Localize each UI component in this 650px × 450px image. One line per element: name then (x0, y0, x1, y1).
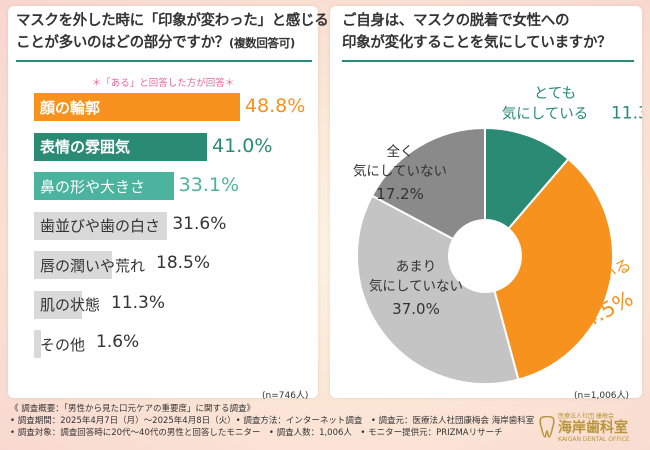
bar-2: 表情の雰囲気 (34, 132, 208, 161)
donut-value-label: 37.0% (392, 300, 440, 318)
bar-category-label: 唇の潤いや荒れ (40, 256, 146, 275)
tooth-icon (539, 416, 555, 438)
donut-slice-2 (493, 157, 614, 381)
bar-value-label: 11.3% (111, 292, 166, 313)
bar-category-label: 鼻の形や大きさ (40, 177, 146, 196)
donut-category-label: あまり (396, 259, 437, 275)
right-panel: ご自身は、マスクの脱着で女性への 印象が変化することを気にしていますか？ とても… (330, 6, 642, 401)
bar-5: 唇の潤いや荒れ (34, 251, 145, 279)
survey-footer: 《 調査概要：「男性から見た口元ケアの重要度」に関する調査》 • 調査期間：20… (10, 403, 534, 439)
left-question-line2: ことが多いのはどの部分ですか？(複数回答可) (16, 33, 295, 53)
footer-line3: • 調査対象：調査回答時に20代～40代の男性と回答したモニター • 調査人数：… (10, 428, 503, 438)
bar-1: 顔の輪郭 (34, 93, 240, 121)
logo-name: 海岸歯科室 (558, 420, 628, 436)
bar-value-label: 33.1% (178, 174, 240, 196)
left-question-line1: マスクを外した時に「印象が変わった」と感じる (16, 13, 329, 29)
bar-value-label: 48.8% (244, 95, 306, 117)
bar-category-label: 表情の雰囲気 (40, 138, 131, 156)
bar-3: 鼻の形や大きさ (34, 172, 174, 200)
left-title-underline (16, 60, 312, 62)
bar-7: その他 (34, 330, 85, 358)
donut-slice-3 (356, 194, 520, 385)
donut-category-label: とても (534, 85, 576, 102)
logo-en: KAIGAN DENTAL OFFICE (558, 436, 630, 443)
clinic-logo: 医療法人社団 康梅会 海岸歯科室 KAIGAN DENTAL OFFICE (538, 410, 646, 446)
donut-value-label: 11.3% (611, 104, 642, 124)
bar-category-label: 歯並びや歯の白さ (40, 217, 161, 235)
donut-slice-4 (370, 126, 486, 241)
donut-category-label: 気にしていない (353, 164, 447, 180)
bar-value-label: 1.6% (96, 332, 140, 352)
right-title-underline (342, 60, 634, 62)
donut-chart: とても気にしている11.3%やや気にしている34.5%あまり気にしていない37.… (353, 85, 642, 385)
footer-line2: • 調査期間：2025年4月7日（月）～2025年4月8日（火）• 調査方法：イ… (10, 416, 535, 426)
right-n-label: (n=1,006人) (574, 391, 630, 401)
left-panel: マスクを外した時に「印象が変わった」と感じる ことが多いのはどの部分ですか？(複… (8, 6, 329, 401)
bar-value-label: 41.0% (212, 134, 273, 157)
donut-category-label: 気にしている (502, 106, 589, 123)
bar-value-label: 31.6% (172, 213, 227, 234)
left-question-suffix: (複数回答可) (229, 36, 295, 50)
bar-category-label: 顔の輪郭 (40, 98, 101, 117)
left-n-label: (n=746人) (262, 391, 309, 401)
bar-value-label: 18.5% (156, 253, 211, 273)
bar-4: 歯並びや歯の白さ (34, 211, 168, 240)
donut-category-label: 全く (387, 143, 414, 160)
left-note: ＊「ある」と回答した方が回答＊ (91, 78, 235, 89)
logo-org: 医療法人社団 康梅会 (558, 413, 614, 420)
bar-category-label: その他 (40, 335, 86, 354)
footer-line1: 《 調査概要：「男性から見た口元ケアの重要度」に関する調査》 (10, 404, 255, 414)
bar-6: 肌の状態 (34, 290, 100, 319)
left-question-line2-text: ことが多いのはどの部分ですか？ (16, 35, 229, 51)
bar-category-label: 肌の状態 (40, 296, 101, 314)
donut-category-label: 気にしていない (369, 279, 463, 295)
right-question-line2: 印象が変化することを気にしていますか？ (342, 35, 612, 51)
donut-value-label: 17.2% (376, 185, 424, 203)
right-question-line1: ご自身は、マスクの脱着で女性への (342, 13, 570, 29)
